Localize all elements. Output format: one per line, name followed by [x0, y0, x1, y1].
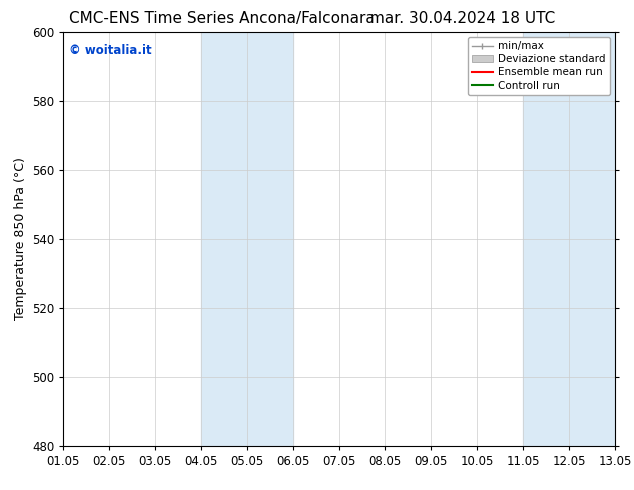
Y-axis label: Temperature 850 hPa (°C): Temperature 850 hPa (°C)	[13, 157, 27, 320]
Bar	[202, 32, 293, 446]
Text: CMC-ENS Time Series Ancona/Falconara: CMC-ENS Time Series Ancona/Falconara	[69, 11, 375, 26]
Text: © woitalia.it: © woitalia.it	[69, 44, 152, 57]
Legend: min/max, Deviazione standard, Ensemble mean run, Controll run: min/max, Deviazione standard, Ensemble m…	[468, 37, 610, 95]
Bar	[523, 32, 615, 446]
Text: mar. 30.04.2024 18 UTC: mar. 30.04.2024 18 UTC	[370, 11, 555, 26]
